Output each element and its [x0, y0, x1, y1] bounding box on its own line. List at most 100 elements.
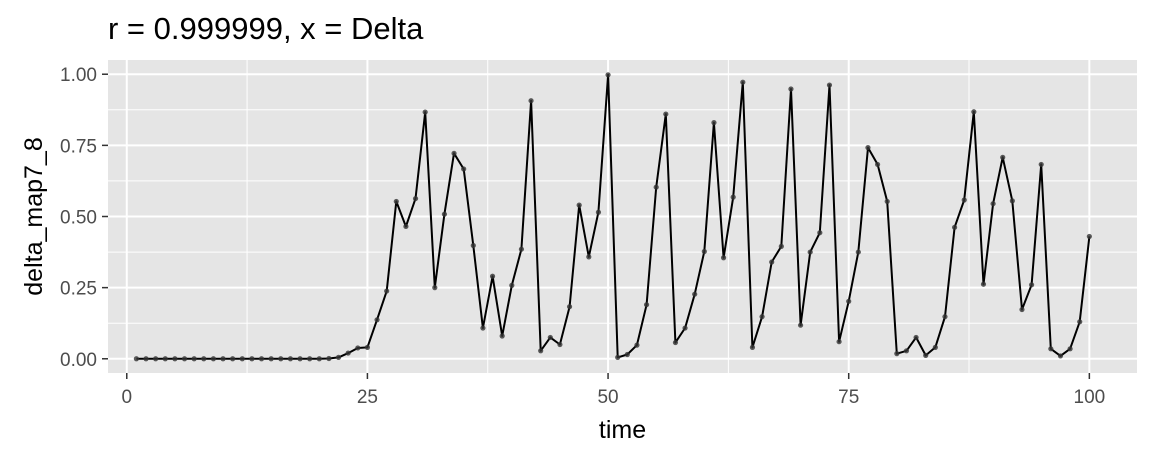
data-point: [586, 254, 592, 260]
data-point: [576, 202, 582, 208]
data-point: [1086, 233, 1092, 240]
data-point: [615, 354, 621, 360]
data-point: [1048, 346, 1054, 352]
data-point: [980, 281, 987, 287]
data-point: [355, 345, 361, 351]
data-point: [201, 356, 207, 362]
y-tick-label: 1.00: [60, 65, 97, 86]
data-point: [1019, 306, 1025, 313]
data-point: [461, 166, 467, 172]
data-point: [846, 298, 852, 304]
data-point: [557, 341, 563, 348]
data-point: [855, 249, 861, 255]
data-point: [538, 348, 544, 354]
data-point: [826, 82, 833, 88]
x-axis-title: time: [599, 416, 646, 444]
data-point: [1000, 154, 1006, 160]
data-point: [143, 356, 149, 362]
data-point: [769, 259, 775, 265]
data-point: [191, 356, 197, 362]
data-point: [807, 249, 813, 255]
data-point: [518, 246, 525, 252]
data-point: [740, 79, 746, 85]
data-point: [181, 356, 188, 362]
y-tick-label: 0.25: [60, 279, 97, 300]
data-point: [509, 282, 515, 288]
chart-title: r = 0.999999, x = Delta: [108, 11, 424, 46]
data-point: [307, 356, 313, 362]
data-point: [634, 342, 640, 348]
data-point: [711, 120, 717, 126]
data-point: [239, 356, 245, 362]
data-point: [268, 356, 274, 362]
data-point: [287, 356, 294, 362]
data-point: [884, 198, 890, 205]
data-point: [335, 354, 342, 360]
series-line: [136, 73, 1091, 360]
data-point: [836, 339, 842, 345]
data-point: [932, 344, 938, 350]
data-point: [278, 356, 284, 362]
data-point: [1077, 319, 1083, 325]
data-point: [499, 333, 505, 339]
data-point: [817, 230, 823, 236]
data-point: [730, 194, 736, 200]
y-tick-label: 0.75: [60, 136, 97, 157]
x-tick-label: 50: [597, 387, 618, 408]
y-tick-label: 0.00: [60, 350, 97, 371]
data-point: [153, 356, 159, 362]
data-point: [326, 355, 332, 362]
data-point: [316, 356, 322, 362]
data-point: [258, 356, 265, 362]
data-point: [345, 350, 351, 356]
data-point: [364, 344, 371, 350]
data-point: [422, 109, 428, 115]
data-point: [624, 351, 630, 358]
data-point: [788, 86, 794, 92]
data-point: [701, 248, 707, 255]
data-point: [470, 242, 476, 249]
data-point: [961, 197, 967, 203]
data-point: [210, 356, 217, 362]
data-point: [797, 322, 804, 328]
y-tick-label: 0.50: [60, 208, 97, 229]
data-point: [249, 356, 255, 362]
data-point: [230, 356, 236, 362]
data-point: [393, 198, 399, 205]
data-point: [374, 317, 380, 323]
data-point: [672, 339, 679, 346]
data-point: [913, 334, 919, 341]
data-point: [894, 351, 900, 357]
data-point: [432, 285, 438, 291]
data-point: [759, 314, 765, 320]
data-point: [643, 302, 650, 308]
data-point: [923, 352, 929, 358]
data-point: [172, 356, 178, 362]
data-point: [951, 224, 958, 230]
data-point: [489, 273, 496, 279]
data-point: [874, 161, 881, 168]
data-point: [1057, 353, 1064, 359]
data-point: [451, 150, 457, 156]
data-point: [480, 325, 486, 331]
x-axis: 0 25 50 75 100: [121, 373, 1105, 408]
data-point: [778, 243, 784, 249]
data-point: [384, 288, 390, 294]
major-gridlines: [108, 60, 1137, 373]
data-point: [942, 314, 948, 320]
data-point: [605, 72, 611, 78]
data-point: [133, 356, 139, 362]
x-tick-label: 0: [121, 387, 132, 408]
data-point: [682, 325, 688, 331]
data-point: [749, 344, 756, 350]
data-point: [595, 209, 602, 215]
data-point: [220, 356, 226, 362]
data-point: [990, 201, 996, 207]
data-point: [547, 334, 553, 341]
series-group: [133, 72, 1092, 362]
data-point: [1028, 282, 1035, 288]
data-point: [403, 223, 409, 230]
data-point: [720, 255, 727, 261]
x-tick-label: 75: [838, 387, 859, 408]
